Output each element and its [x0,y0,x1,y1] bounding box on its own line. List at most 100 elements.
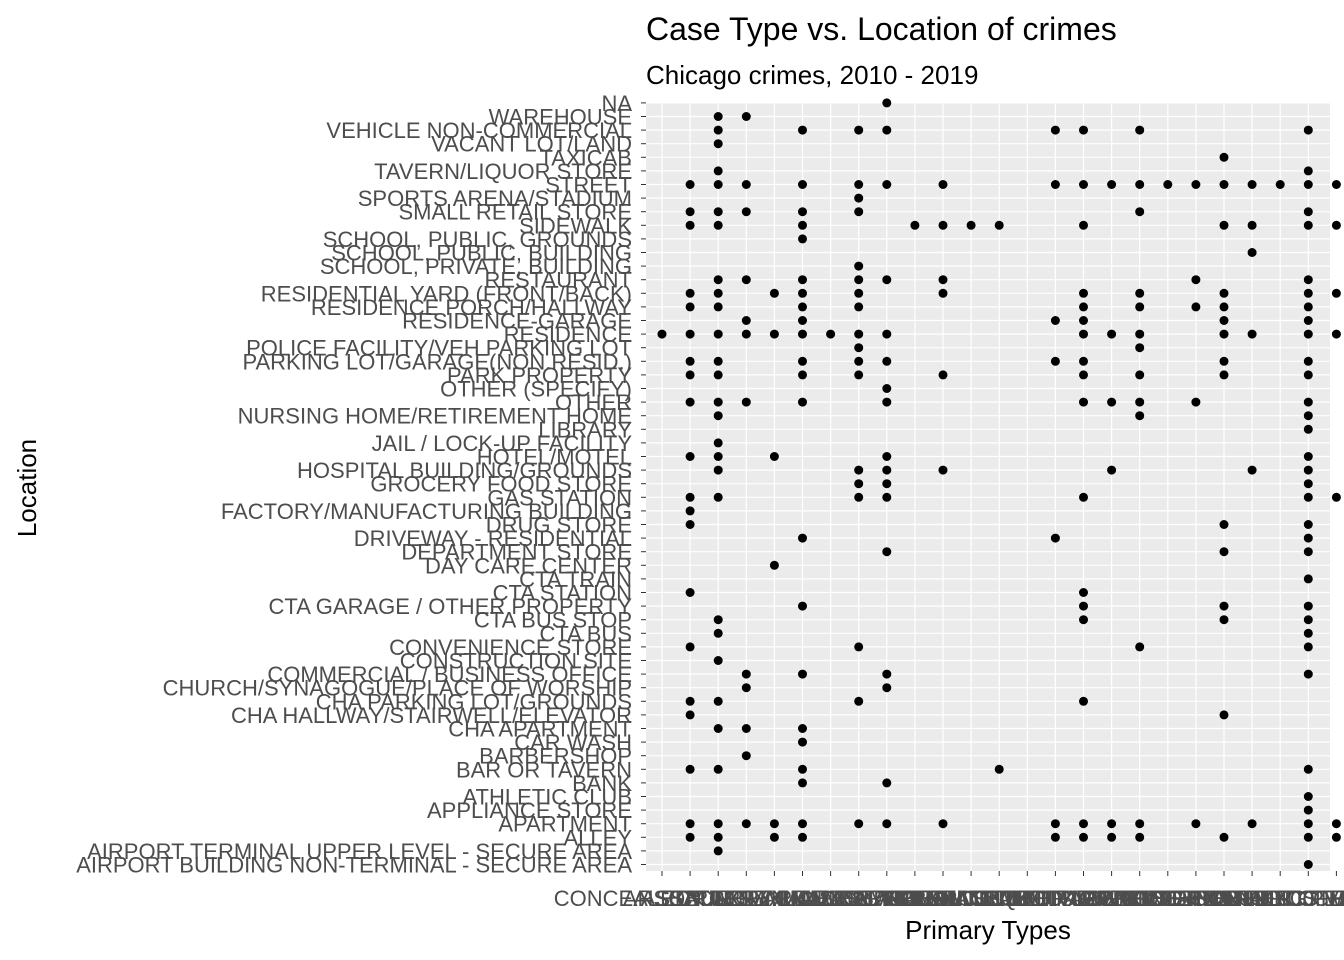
y-tick-label-warehouse: WAREHOUSE [489,105,632,130]
data-point: CRIMINAL SEXUAL ASSAULT @ APARTMENT [854,819,864,829]
y-tick-label-apartment: APARTMENT [498,812,632,837]
x-tick-label-public-peace-violation: PUBLIC PEACE VIOLATION [1223,886,1344,911]
data-point: INTIMIDATION @ ALLEY [1050,832,1060,842]
y-tick-label-school-private-building: SCHOOL, PRIVATE, BUILDING [320,254,632,279]
data-point: KIDNAPPING @ CHA PARKING LOT/GROUNDS [1079,696,1088,706]
data-point: GAMBLING @ HOSPITAL BUILDING/GROUNDS [938,465,948,475]
x-tick-label-intimidation: INTIMIDATION [982,886,1129,911]
data-point: LIQUOR LAW VIOLATION @ OTHER [1107,397,1117,407]
data-point: KIDNAPPING @ GAS STATION [1079,492,1088,502]
data-point: OTHER OFFENSE @ DRUG STORE [1303,520,1313,529]
x-tick-label-battery: BATTERY [668,886,768,911]
data-point: KIDNAPPING @ PARKING LOT/GARAGE(NON.RESI… [1079,356,1088,366]
data-point: CRIM SEXUAL ASSAULT @ CAR WASH [798,737,807,747]
data-point: OBSCENITY @ ALLEY [1219,832,1229,842]
x-tick-label-gambling: GAMBLING [885,886,1001,911]
data-point: BATTERY @ OTHER [713,397,723,407]
data-point: OTHER OFFENSE @ SMALL RETAIL STORE [1303,207,1313,217]
data-point: ASSAULT @ CHA HALLWAY/STAIRWELL/ELEVATOR [685,710,695,720]
data-point: CRIM SEXUAL ASSAULT @ BAR OR TAVERN [798,764,807,774]
data-point: BATTERY @ VEHICLE NON-COMMERCIAL [713,125,723,135]
data-point: OTHER OFFENSE @ HOTEL/MOTEL [1303,452,1313,461]
y-tick-label-appliance-store: APPLIANCE STORE [427,798,632,823]
data-point: CRIM SEXUAL ASSAULT @ PARK PROPERTY [798,370,807,380]
data-point: CRIMINAL SEXUAL ASSAULT @ RESIDENTIAL YA… [854,288,864,298]
y-tick-label-vacant-lot-land: VACANT LOT/LAND [431,132,632,157]
data-point: ASSAULT @ CONVENIENCE STORE [685,642,695,652]
data-point: CONCEALED CARRY LICENSE VIOLATION @ APAR… [769,819,779,829]
y-tick-label-cta-garage-other-property: CTA GARAGE / OTHER PROPERTY [269,594,633,619]
data-point: BURGLARY @ OTHER [741,397,751,407]
data-point: BATTERY @ STREET [713,180,723,189]
data-point: OBSCENITY @ RESIDENCE PORCH/HALLWAY [1219,302,1229,312]
data-point: KIDNAPPING @ CTA BUS STOP [1079,615,1088,625]
data-point: BURGLARY @ COMMERCIAL / BUSINESS OFFICE [741,669,751,679]
data-point: INTIMIDATION @ VEHICLE NON-COMMERCIAL [1050,125,1060,135]
data-point: OBSCENITY @ DRUG STORE [1219,520,1229,529]
data-point: ASSAULT @ ALLEY [685,832,695,842]
data-point: BURGLARY @ WAREHOUSE [741,112,751,121]
data-point: HUMAN TRAFFICKING @ BAR OR TAVERN [994,764,1004,774]
x-tick-label-deceptive-practice: DECEPTIVE PRACTICE [794,886,1036,911]
y-tick-label-hospital-building-grounds: HOSPITAL BUILDING/GROUNDS [297,458,632,483]
data-point: BATTERY @ HOSPITAL BUILDING/GROUNDS [713,465,723,475]
data-point: CRIM SEXUAL ASSAULT @ CTA GARAGE / OTHER… [798,601,807,611]
data-point: KIDNAPPING @ PARK PROPERTY [1079,370,1088,380]
x-tick-label-non-criminal: NON-CRIMINAL [1115,886,1276,911]
data-point: CRIMINAL TRESPASS @ OTHER [882,397,892,407]
data-point: INTIMIDATION @ DRIVEWAY - RESIDENTIAL [1050,533,1060,543]
data-point: GAMBLING @ STREET [938,180,948,189]
x-tick-label-robbery: ROBBERY [1339,886,1344,911]
data-point: OTHER OFFENSE @ OTHER [1303,397,1313,407]
data-point: CRIMINAL SEXUAL ASSAULT @ HOSPITAL BUILD… [854,465,864,475]
data-point: OTHER OFFENSE @ AIRPORT BUILDING NON-TER… [1303,860,1313,869]
y-tick-label-school-public-building: SCHOOL, PUBLIC, BUILDING [331,241,632,266]
data-point: BURGLARY @ RESTAURANT [741,275,751,285]
chart-subtitle: Chicago crimes, 2010 - 2019 [646,60,978,90]
y-tick-label-church-synagogue-place-of-worship: CHURCH/SYNAGOGUE/PLACE OF WORSHIP [163,676,632,701]
y-tick-label-taxicab: TAXICAB [539,145,632,170]
data-point: CRIM SEXUAL ASSAULT @ PARKING LOT/GARAGE… [798,356,807,366]
data-point: CRIMINAL TRESPASS @ CHURCH/SYNAGOGUE/PLA… [882,683,892,693]
data-point: LIQUOR LAW VIOLATION @ HOSPITAL BUILDING… [1107,465,1117,475]
y-tick-label-barbershop: BARBERSHOP [479,744,632,769]
data-point: KIDNAPPING @ SIDEWALK [1079,220,1088,230]
data-point: OTHER OFFENSE @ HOSPITAL BUILDING/GROUND… [1303,465,1313,475]
data-point: OBSCENITY @ SIDEWALK [1219,220,1229,230]
data-point: ASSAULT @ SIDEWALK [685,220,695,230]
data-point: MOTOR VEHICLE THEFT @ RESIDENTIAL YARD (… [1135,288,1145,298]
y-tick-label-small-retail-store: SMALL RETAIL STORE [398,200,632,225]
data-point: OTHER OFFENSE @ TAVERN/LIQUOR STORE [1303,166,1313,176]
data-point: BATTERY @ NURSING HOME/RETIREMENT HOME [713,411,723,421]
data-point: OTHER OFFENSE @ RESTAURANT [1303,275,1313,285]
data-point: OTHER OFFENSE @ PARKING LOT/GARAGE(NON.R… [1303,356,1313,366]
data-point: ASSAULT @ RESIDENCE [685,329,695,339]
data-point: CONCEALED CARRY LICENSE VIOLATION @ RESI… [769,288,779,298]
data-point: MOTOR VEHICLE THEFT @ ALLEY [1135,832,1145,842]
data-point: BATTERY @ SMALL RETAIL STORE [713,207,723,217]
data-point: OTHER OFFENSE @ ALLEY [1303,832,1313,842]
chart-title: Case Type vs. Location of crimes [646,11,1117,47]
y-tick-label-department-store: DEPARTMENT STORE [401,540,632,565]
data-point: CRIMINAL SEXUAL ASSAULT @ SMALL RETAIL S… [854,207,864,217]
y-tick-label-residential-yard-front-back: RESIDENTIAL YARD (FRONT/BACK) [261,281,632,306]
x-tick-label-offense-involving-children: OFFENSE INVOLVING CHILDREN [1079,886,1344,911]
data-point: CRIMINAL SEXUAL ASSAULT @ STREET [854,180,864,189]
data-point: KIDNAPPING @ CTA GARAGE / OTHER PROPERTY [1079,601,1088,611]
y-tick-label-gas-station: GAS STATION [487,485,632,510]
x-tick-label-human-trafficking: HUMAN TRAFFICKING [883,886,1116,911]
data-point: CRIMINAL TRESPASS @ GROCERY FOOD STORE [882,479,892,489]
data-point: CONCEALED CARRY LICENSE VIOLATION @ RESI… [769,329,779,339]
y-tick-label-cta-bus-stop: CTA BUS STOP [474,608,632,633]
data-point: CRIM SEXUAL ASSAULT @ SCHOOL, PUBLIC, GR… [798,234,807,244]
x-tick-label-homicide: HOMICIDE [916,886,1026,911]
y-tick-label-park-property: PARK PROPERTY [447,363,632,388]
data-point: OTHER OFFENSE @ APPLIANCE STORE [1303,805,1313,815]
data-point: OFFENSE INVOLVING CHILDREN @ HOSPITAL BU… [1247,465,1257,475]
data-point: MOTOR VEHICLE THEFT @ NURSING HOME/RETIR… [1135,411,1145,421]
data-point: CRIMINAL TRESPASS @ NA [882,98,892,108]
data-point: PROSTITUTION @ SIDEWALK [1331,220,1341,230]
x-tick-label-other-offense: OTHER OFFENSE [1215,886,1344,911]
data-point: CRIMINAL TRESPASS @ RESTAURANT [882,275,892,285]
